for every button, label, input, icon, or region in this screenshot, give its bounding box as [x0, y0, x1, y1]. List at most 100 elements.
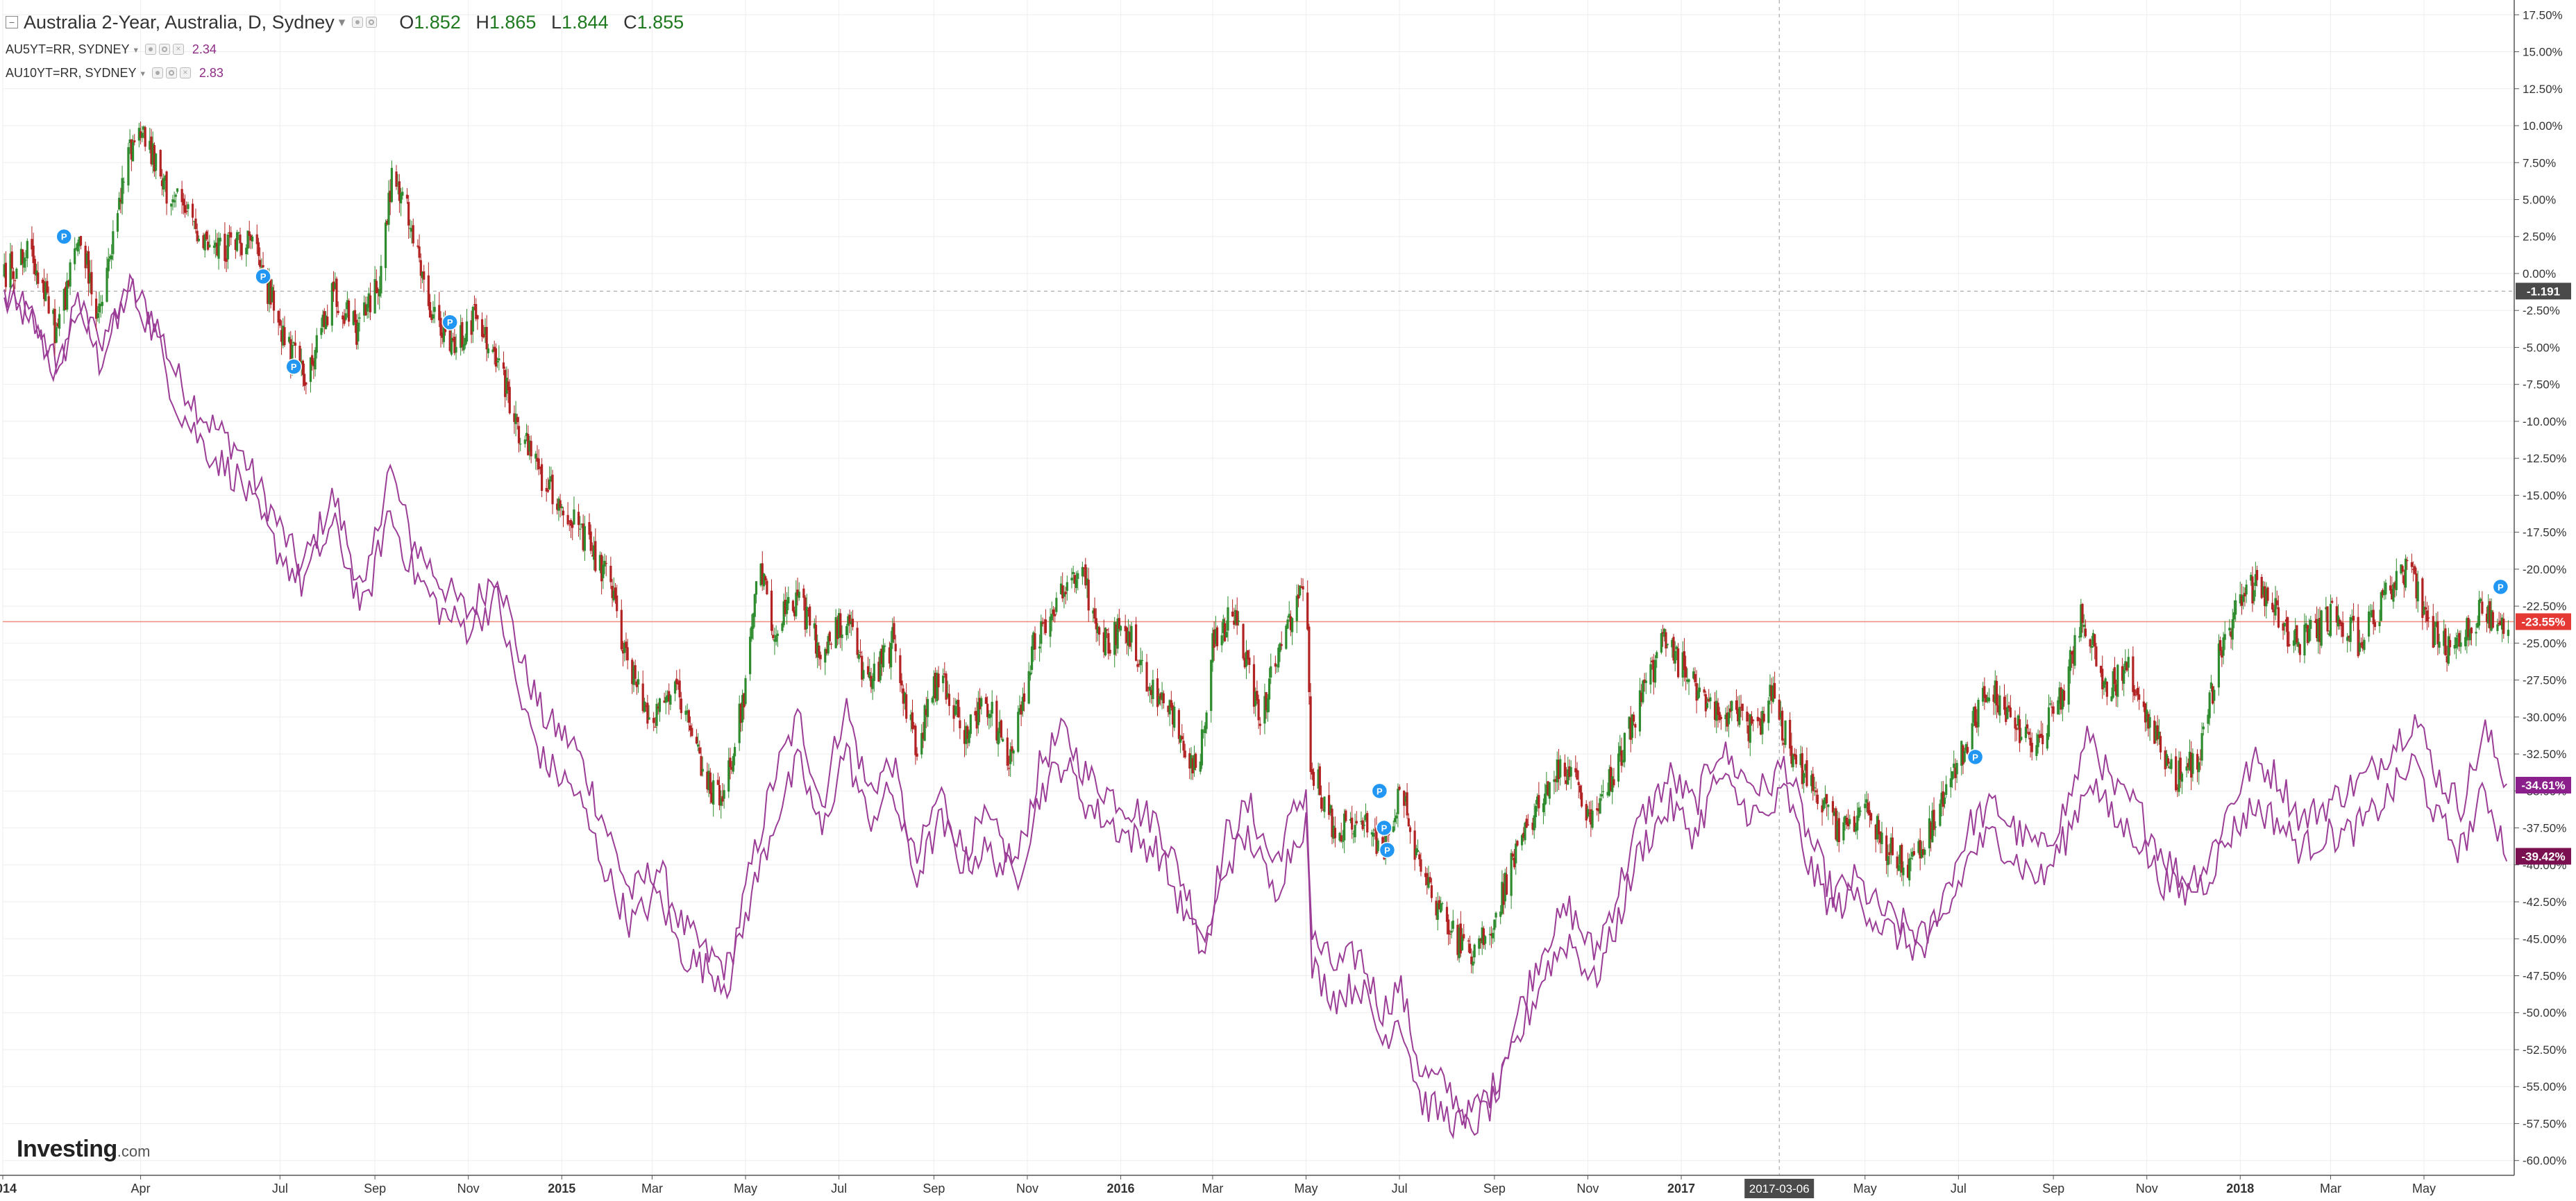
candle-body	[1424, 873, 1427, 877]
candle-body	[122, 181, 125, 183]
candle-body	[733, 746, 736, 757]
candle-body	[160, 180, 164, 187]
candle-body	[1456, 925, 1459, 955]
close-icon[interactable]: ×	[172, 44, 184, 55]
candle-body	[2049, 703, 2052, 705]
candle-body	[112, 231, 115, 255]
candle-body	[1760, 719, 1762, 735]
candle-body	[2326, 606, 2329, 632]
series-5y-dropdown-icon[interactable]: ▾	[133, 44, 138, 55]
gear-icon[interactable]	[158, 44, 170, 55]
candle-body	[616, 595, 618, 612]
candle-body	[2335, 606, 2338, 623]
candle-body	[686, 710, 689, 714]
main-series-dropdown-icon[interactable]: ▾	[338, 15, 346, 30]
candle-body	[1749, 714, 1751, 743]
candle-body	[2425, 610, 2429, 622]
candle-body	[1210, 660, 1213, 712]
candle-body	[2057, 700, 2060, 714]
candle-body	[1095, 618, 1097, 630]
collapse-legend-button[interactable]: −	[6, 16, 18, 28]
open-label: O	[399, 11, 414, 33]
candle-body	[668, 691, 671, 702]
candle-body	[1972, 707, 1976, 723]
candle-body	[439, 317, 442, 336]
candle-body	[936, 673, 938, 702]
candle-body	[1438, 900, 1441, 909]
candle-body	[2176, 787, 2179, 790]
y-tick-label: -45.00%	[2523, 932, 2566, 946]
candle-body	[932, 676, 935, 698]
candle-body	[1354, 825, 1356, 838]
candle-body	[1420, 859, 1422, 872]
candle-body	[1181, 736, 1184, 739]
eye-icon[interactable]	[144, 44, 156, 55]
candle-body	[187, 204, 190, 210]
series-10y-label[interactable]: AU10YT=RR, SYDNEY	[6, 65, 137, 80]
candle-body	[2245, 585, 2248, 595]
candle-body	[205, 231, 208, 240]
candle-body	[41, 279, 44, 283]
candle-body	[802, 588, 805, 598]
candle-body	[2078, 636, 2081, 638]
candle-body	[591, 555, 594, 557]
candle-body	[916, 753, 918, 757]
candle-body	[2445, 656, 2448, 663]
candle-body	[1992, 694, 1995, 703]
candle-body	[1170, 700, 1172, 708]
candle-body	[1577, 782, 1580, 785]
candle-body	[1719, 716, 1722, 719]
candle-body	[1922, 849, 1925, 855]
candle-body	[894, 644, 897, 652]
y-tick-label: -57.50%	[2523, 1117, 2566, 1130]
candle-body	[2180, 773, 2184, 782]
candle-body	[203, 234, 206, 251]
candle-body	[373, 279, 376, 314]
candle-body	[551, 474, 554, 505]
candle-body	[1199, 761, 1202, 772]
gear-icon[interactable]	[366, 17, 378, 28]
candle-body	[1536, 796, 1539, 805]
candle-body	[303, 373, 306, 386]
series-10y-dropdown-icon[interactable]: ▾	[140, 68, 145, 78]
candle-body	[396, 183, 399, 185]
investing-logo[interactable]: Investing.com	[17, 1136, 150, 1163]
candle-body	[208, 244, 211, 248]
candle-body	[1052, 609, 1055, 614]
candle-body	[1086, 578, 1088, 586]
candle-body	[183, 205, 187, 213]
candle-body	[877, 662, 880, 682]
candle-body	[214, 242, 217, 247]
candle-body	[369, 295, 372, 312]
main-series-title[interactable]: Australia 2-Year, Australia, D, Sydney	[24, 11, 335, 33]
candle-body	[2072, 650, 2075, 664]
candle-body	[825, 649, 828, 654]
eye-icon[interactable]	[151, 67, 163, 78]
candle-body	[813, 623, 816, 629]
eye-icon[interactable]	[352, 17, 364, 28]
candle-body	[862, 670, 865, 679]
candle-body	[525, 432, 528, 437]
candle-body	[673, 681, 677, 694]
candle-body	[1458, 927, 1460, 959]
candle-body	[2325, 607, 2327, 610]
candle-body	[1215, 627, 1219, 646]
candle-body	[1415, 848, 1417, 856]
candle-body	[419, 260, 422, 276]
candle-body	[1030, 646, 1034, 671]
candle-body	[1285, 625, 1288, 649]
y-tick-label: -15.00%	[2523, 489, 2566, 502]
series-5y-label[interactable]: AU5YT=RR, SYDNEY	[6, 42, 130, 56]
candle-body	[2507, 630, 2509, 637]
series-5y-value: 2.34	[192, 42, 217, 56]
gear-icon[interactable]	[165, 67, 177, 78]
close-icon[interactable]: ×	[179, 67, 191, 78]
candle-body	[1666, 644, 1669, 646]
candle-body	[101, 301, 104, 306]
candle-body	[480, 319, 484, 337]
candle-body	[1525, 818, 1528, 828]
candle-body	[2339, 619, 2341, 624]
candle-body	[441, 333, 444, 338]
